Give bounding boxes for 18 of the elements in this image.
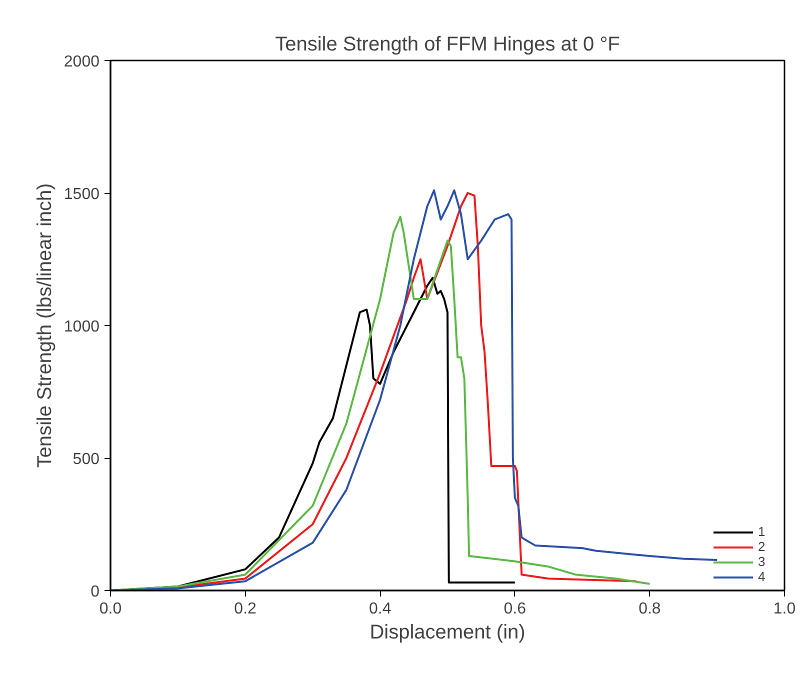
x-tick-label: 0.6 [504,600,526,618]
legend-label: 3 [758,554,766,569]
y-tick-label: 500 [72,451,100,468]
y-tick-label: 1000 [64,318,100,336]
legend-label: 2 [758,539,766,554]
chart-title: Tensile Strength of FFM Hinges at 0 °F [275,34,620,56]
y-tick-label: 2000 [64,54,100,70]
legend-label: 4 [758,569,766,584]
legend-label: 1 [758,524,766,539]
x-tick-label: 0.0 [99,600,122,618]
x-tick-label: 1.0 [773,600,796,618]
x-tick-label: 0.2 [234,600,257,618]
x-tick-label: 0.8 [638,600,661,618]
y-tick-label: 0 [90,584,100,600]
y-axis-title: Tensile Strength (lbs/linear inch) [34,183,56,468]
x-tick-label: 0.4 [368,600,392,618]
y-tick-label: 1500 [64,186,100,203]
x-axis-title: Displacement (in) [370,622,526,644]
